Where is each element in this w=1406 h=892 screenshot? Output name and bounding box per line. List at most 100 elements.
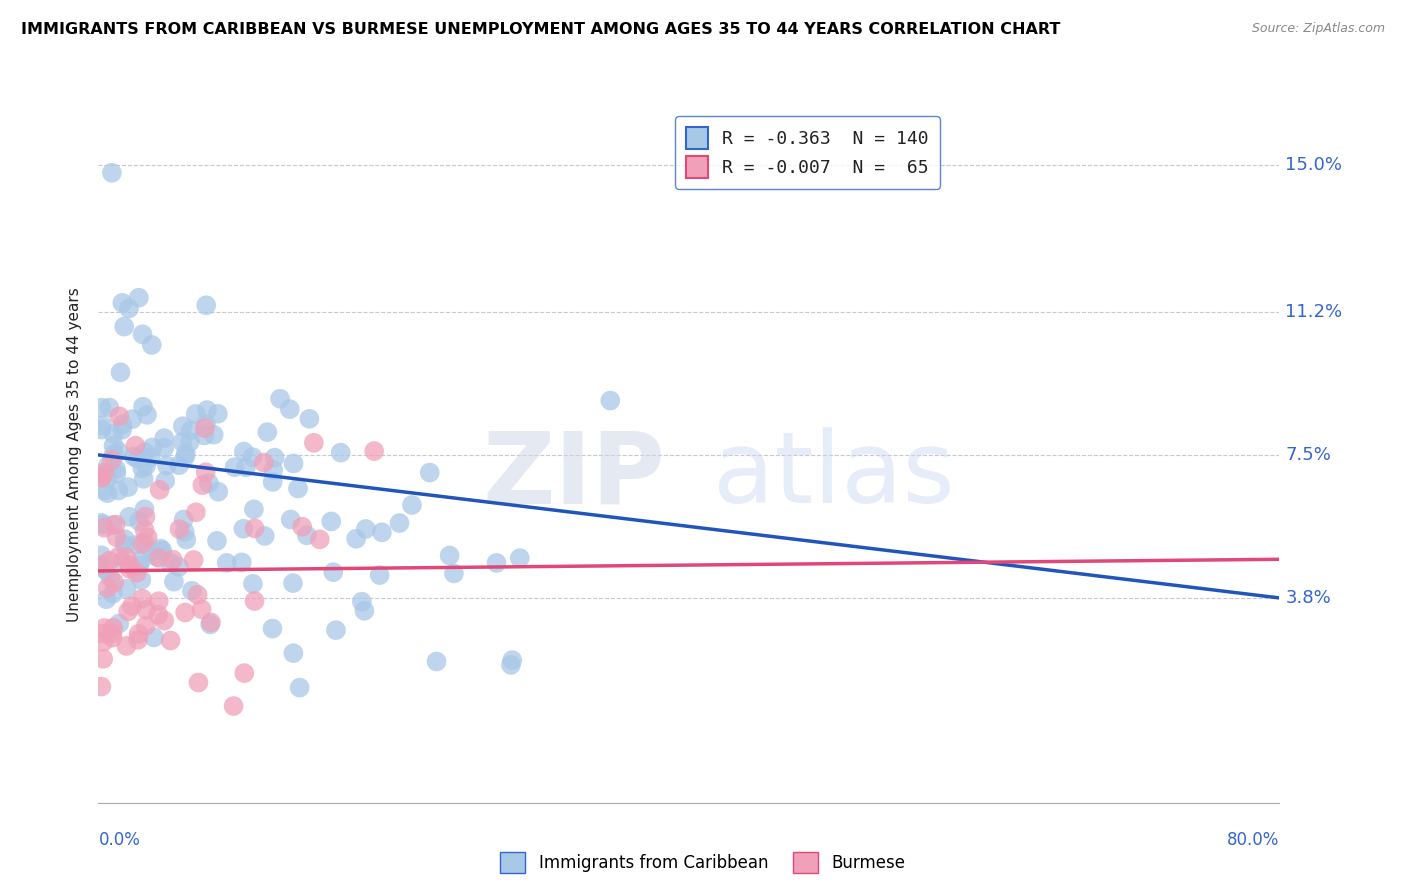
Point bbox=[98, 554, 121, 568]
Point bbox=[90, 558, 112, 572]
Point bbox=[124, 439, 146, 453]
Point bbox=[148, 607, 170, 622]
Point bbox=[302, 435, 325, 450]
Point bbox=[90, 423, 112, 437]
Point bbox=[198, 617, 221, 632]
Point bbox=[156, 458, 179, 473]
Point bbox=[90, 516, 112, 530]
Point bbox=[499, 657, 522, 672]
Point bbox=[100, 571, 122, 585]
Point bbox=[173, 512, 195, 526]
Point bbox=[135, 459, 157, 474]
Point bbox=[207, 484, 229, 499]
Point bbox=[132, 400, 155, 414]
Point bbox=[136, 408, 159, 422]
Point bbox=[195, 403, 218, 417]
Point bbox=[184, 505, 207, 519]
Point bbox=[368, 568, 391, 582]
Point bbox=[134, 502, 156, 516]
Point bbox=[262, 475, 284, 489]
Point bbox=[93, 483, 115, 498]
Point bbox=[202, 427, 225, 442]
Point bbox=[233, 666, 256, 681]
Text: ZIP: ZIP bbox=[482, 427, 665, 524]
Text: 11.2%: 11.2% bbox=[1285, 303, 1343, 321]
Point bbox=[134, 523, 156, 537]
Point bbox=[291, 520, 314, 534]
Point bbox=[243, 521, 266, 535]
Text: 0.0%: 0.0% bbox=[98, 830, 141, 848]
Point bbox=[344, 532, 367, 546]
Point bbox=[269, 392, 291, 406]
Point bbox=[509, 551, 531, 566]
Point bbox=[253, 456, 276, 470]
Point bbox=[122, 450, 145, 464]
Point bbox=[371, 525, 394, 540]
Point bbox=[108, 409, 131, 424]
Point bbox=[131, 537, 153, 551]
Point bbox=[207, 407, 229, 421]
Point bbox=[280, 512, 302, 526]
Point bbox=[179, 434, 201, 449]
Point bbox=[350, 595, 373, 609]
Point bbox=[401, 498, 423, 512]
Y-axis label: Unemployment Among Ages 35 to 44 years: Unemployment Among Ages 35 to 44 years bbox=[66, 287, 82, 623]
Point bbox=[262, 622, 284, 636]
Point bbox=[262, 463, 284, 477]
Point bbox=[180, 583, 202, 598]
Point bbox=[325, 623, 347, 637]
Point bbox=[139, 450, 162, 465]
Point bbox=[243, 502, 266, 516]
Point bbox=[148, 594, 170, 608]
Point bbox=[187, 675, 209, 690]
Point bbox=[96, 592, 118, 607]
Point bbox=[322, 565, 344, 579]
Point bbox=[200, 615, 222, 630]
Point bbox=[128, 627, 150, 641]
Point bbox=[195, 298, 218, 312]
Point bbox=[107, 483, 129, 498]
Point bbox=[388, 516, 411, 530]
Point bbox=[117, 604, 139, 618]
Point bbox=[108, 616, 131, 631]
Point bbox=[281, 576, 304, 591]
Point bbox=[162, 552, 184, 566]
Point bbox=[141, 338, 163, 352]
Point bbox=[167, 560, 190, 574]
Point bbox=[439, 549, 461, 563]
Text: IMMIGRANTS FROM CARIBBEAN VS BURMESE UNEMPLOYMENT AMONG AGES 35 TO 44 YEARS CORR: IMMIGRANTS FROM CARIBBEAN VS BURMESE UNE… bbox=[21, 22, 1060, 37]
Point bbox=[148, 551, 170, 566]
Point bbox=[194, 421, 217, 435]
Point bbox=[190, 602, 212, 616]
Legend: Immigrants from Caribbean, Burmese: Immigrants from Caribbean, Burmese bbox=[494, 846, 912, 880]
Point bbox=[353, 604, 375, 618]
Point bbox=[101, 166, 124, 180]
Point bbox=[121, 599, 143, 613]
Point bbox=[93, 466, 115, 480]
Point bbox=[599, 393, 621, 408]
Point bbox=[135, 619, 157, 633]
Text: 15.0%: 15.0% bbox=[1285, 156, 1343, 174]
Point bbox=[129, 553, 152, 567]
Point bbox=[93, 562, 115, 576]
Point bbox=[184, 407, 207, 421]
Point bbox=[232, 444, 254, 458]
Point bbox=[149, 541, 172, 556]
Point bbox=[329, 445, 352, 459]
Point bbox=[103, 447, 125, 461]
Point bbox=[103, 438, 125, 452]
Point bbox=[110, 365, 132, 379]
Point bbox=[235, 460, 257, 475]
Point bbox=[134, 535, 156, 549]
Point bbox=[172, 419, 194, 434]
Point bbox=[125, 566, 148, 580]
Point bbox=[127, 632, 149, 647]
Point bbox=[153, 614, 176, 628]
Text: 80.0%: 80.0% bbox=[1227, 830, 1279, 848]
Point bbox=[90, 626, 112, 640]
Point bbox=[321, 515, 343, 529]
Point bbox=[97, 458, 120, 473]
Point bbox=[283, 457, 305, 471]
Point bbox=[191, 478, 214, 492]
Text: 3.8%: 3.8% bbox=[1285, 589, 1331, 607]
